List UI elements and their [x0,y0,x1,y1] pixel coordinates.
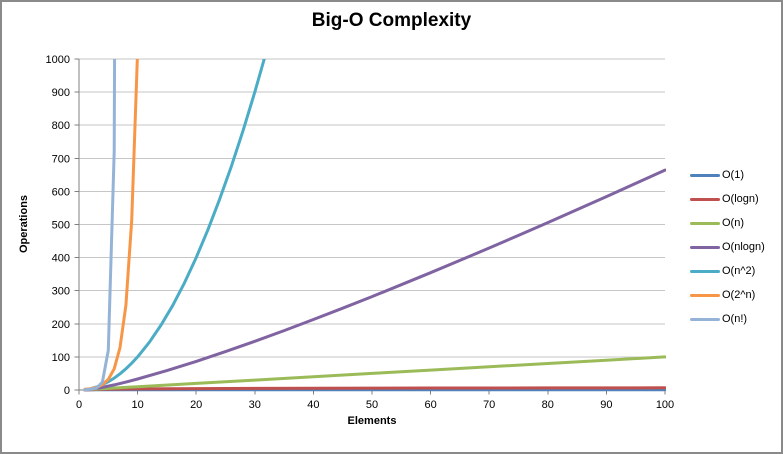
y-tick-label: 400 [52,253,70,265]
y-tick-label: 500 [52,220,70,232]
y-tick-label: 200 [52,319,70,331]
legend-swatch [690,269,720,273]
x-tick-label: 40 [307,399,319,411]
x-tick-label: 90 [600,399,612,411]
legend-swatch [690,245,720,249]
legend-label: O(n!) [722,313,748,325]
legend-swatch [690,197,720,201]
y-tick-label: 300 [52,286,70,298]
y-tick-label: 600 [52,186,70,198]
legend-label: O(n^2) [722,265,756,277]
series-line-onlogn [83,168,666,392]
legend-item: O(1) [690,163,765,187]
y-tick-label: 100 [52,352,70,364]
y-tick-label: 800 [52,120,70,132]
legend-label: O(1) [722,169,744,181]
chart-title: Big-O Complexity [311,10,472,31]
x-tick-label: 70 [483,399,495,411]
y-tick-label: 0 [64,385,70,397]
legend-item: O(2^n) [690,283,765,307]
series-line-on [83,59,117,392]
x-tick-label: 60 [424,399,436,411]
y-tick-label: 900 [52,87,70,99]
legend-swatch [690,317,720,321]
y-tick-label: 700 [52,153,70,165]
x-axis-title: Elements [347,415,397,427]
x-tick-label: 30 [249,399,261,411]
legend-swatch [690,293,720,297]
legend: O(1) O(logn) O(n) O(nlogn) O(n^2) O(2^n)… [690,163,765,331]
legend-swatch [690,173,720,177]
series-line-on [83,355,666,392]
legend-label: O(n) [722,217,744,229]
legend-item: O(logn) [690,187,765,211]
legend-label: O(nlogn) [722,241,765,253]
legend-item: O(nlogn) [690,235,765,259]
x-tick-label: 100 [656,399,674,411]
x-tick-label: 50 [366,399,378,411]
legend-label: O(logn) [722,193,759,205]
legend-item: O(n^2) [690,259,765,283]
legend-swatch [690,221,720,225]
y-tick-label: 1000 [46,54,70,66]
x-tick-label: 80 [542,399,554,411]
x-tick-label: 10 [131,399,143,411]
x-tick-label: 0 [76,399,82,411]
legend-item: O(n) [690,211,765,235]
x-tick-label: 20 [190,399,202,411]
y-axis-title: Operations [18,194,30,254]
legend-label: O(2^n) [722,289,756,301]
legend-item: O(n!) [690,307,765,331]
